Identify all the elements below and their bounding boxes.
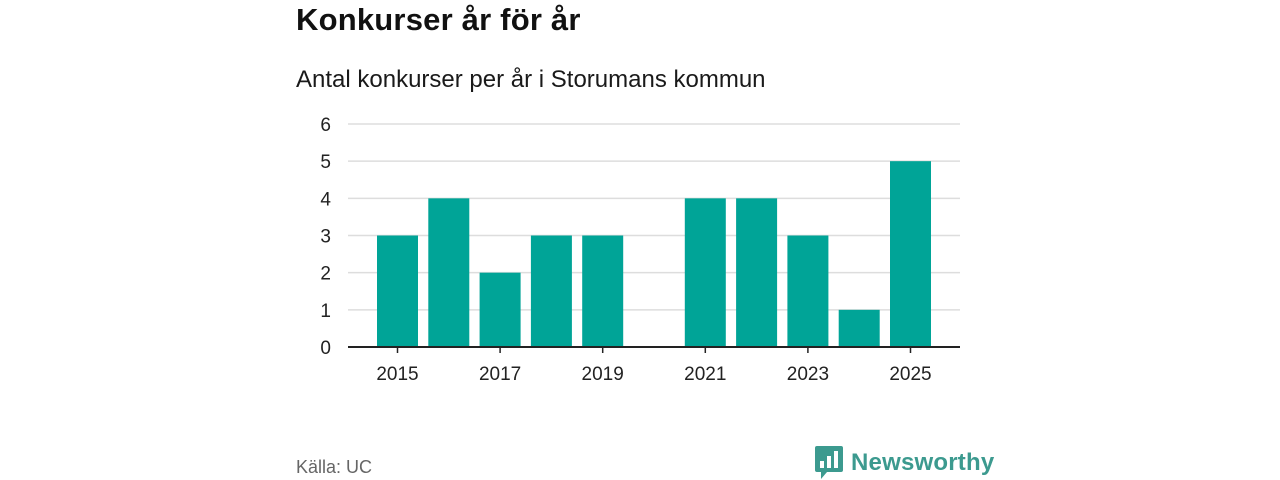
bars [377,161,931,347]
bar-2016 [428,198,470,347]
x-tick-label: 2015 [376,364,418,385]
bar-2024 [838,309,880,347]
y-tick-label: 1 [320,301,331,322]
y-tick-label: 6 [320,115,331,136]
y-tick-label: 5 [320,152,331,173]
y-axis-ticks: 0 1 2 3 4 5 6 [320,115,331,359]
x-tick-label: 2017 [479,364,521,385]
y-tick-label: 2 [320,264,331,285]
bar-2022 [736,198,778,347]
bar-2019 [582,235,624,347]
brand-name: Newsworthy [851,449,995,476]
y-tick-label: 3 [320,227,331,248]
chart-title: Konkurser år för år [296,2,581,37]
bar-2023 [787,235,829,347]
y-tick-label: 0 [320,338,331,359]
bar-2021 [684,198,726,347]
chart-subtitle: Antal konkurser per år i Storumans kommu… [296,66,766,93]
x-tick-label: 2021 [684,364,726,385]
x-tick-label: 2023 [787,364,829,385]
source-note: Källa: UC [296,457,373,477]
x-tick-label: 2019 [582,364,624,385]
bar-2025 [890,161,931,347]
bar-2018 [530,235,572,347]
x-tick-label: 2025 [889,364,931,385]
x-axis-ticks: 2015 2017 2019 2021 2023 2025 [376,347,932,385]
y-tick-label: 4 [320,189,331,210]
bar-2017 [479,272,521,347]
bar-2015 [377,235,418,347]
bar-chart-speech-bubble-icon [815,446,843,479]
bar-chart: 0 1 2 3 4 5 6 2015 2017 2019 2021 2023 2025 [320,115,960,385]
brand-logo: Newsworthy [815,446,994,480]
